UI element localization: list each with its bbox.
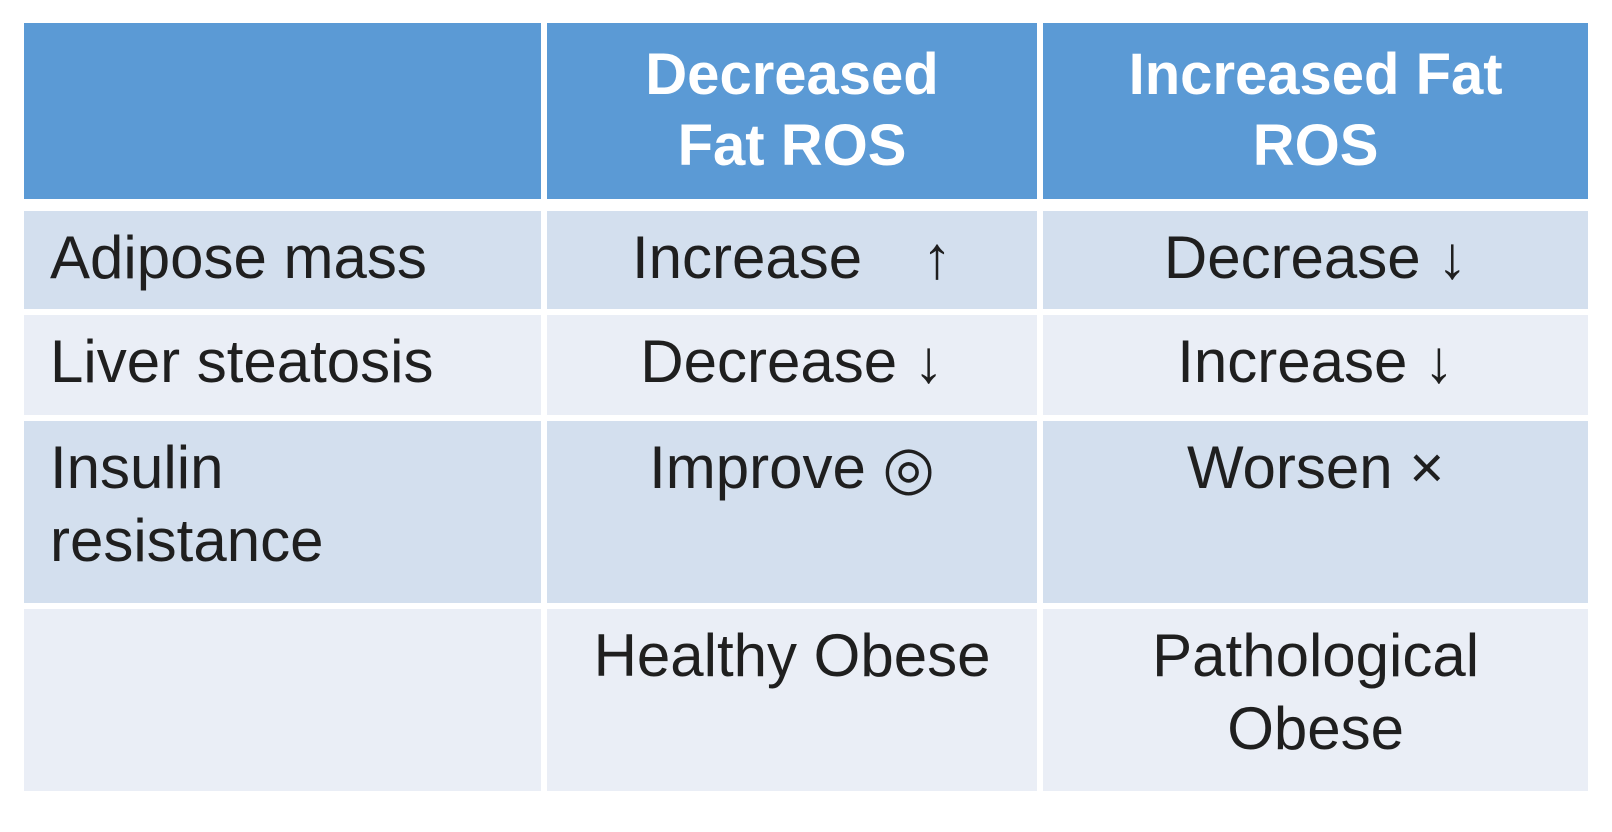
table-row-summary: Healthy Obese Pathological Obese [24, 609, 1588, 791]
row-label-insulin-resistance: Insulin resistance [24, 421, 541, 603]
row-label-summary-empty [24, 609, 541, 791]
row-label-adipose-mass: Adipose mass [24, 211, 541, 309]
cell-liver-steatosis-increased-ros: Increase ↓ [1043, 315, 1588, 415]
cell-summary-pathological-obese: Pathological Obese [1043, 609, 1588, 791]
corner-header-cell [24, 23, 541, 205]
cell-liver-steatosis-decreased-ros: Decrease ↓ [546, 315, 1038, 415]
cell-insulin-resistance-decreased-ros: Improve ◎ [546, 421, 1038, 603]
fat-ros-comparison-table: Decreased Fat ROS Increased Fat ROS Adip… [18, 17, 1594, 797]
cell-adipose-mass-increased-ros: Decrease ↓ [1043, 211, 1588, 309]
table-row-liver-steatosis: Liver steatosis Decrease ↓ Increase ↓ [24, 315, 1588, 415]
cell-summary-healthy-obese: Healthy Obese [546, 609, 1038, 791]
col-header-increased-fat-ros: Increased Fat ROS [1043, 23, 1588, 205]
cell-insulin-resistance-increased-ros: Worsen × [1043, 421, 1588, 603]
header-row: Decreased Fat ROS Increased Fat ROS [24, 23, 1588, 205]
cell-adipose-mass-decreased-ros: Increase ↑ [546, 211, 1038, 309]
col-header-decreased-fat-ros: Decreased Fat ROS [546, 23, 1038, 205]
row-label-liver-steatosis: Liver steatosis [24, 315, 541, 415]
table-row-insulin-resistance: Insulin resistance Improve ◎ Worsen × [24, 421, 1588, 603]
table-row-adipose-mass: Adipose mass Increase ↑ Decrease ↓ [24, 211, 1588, 309]
